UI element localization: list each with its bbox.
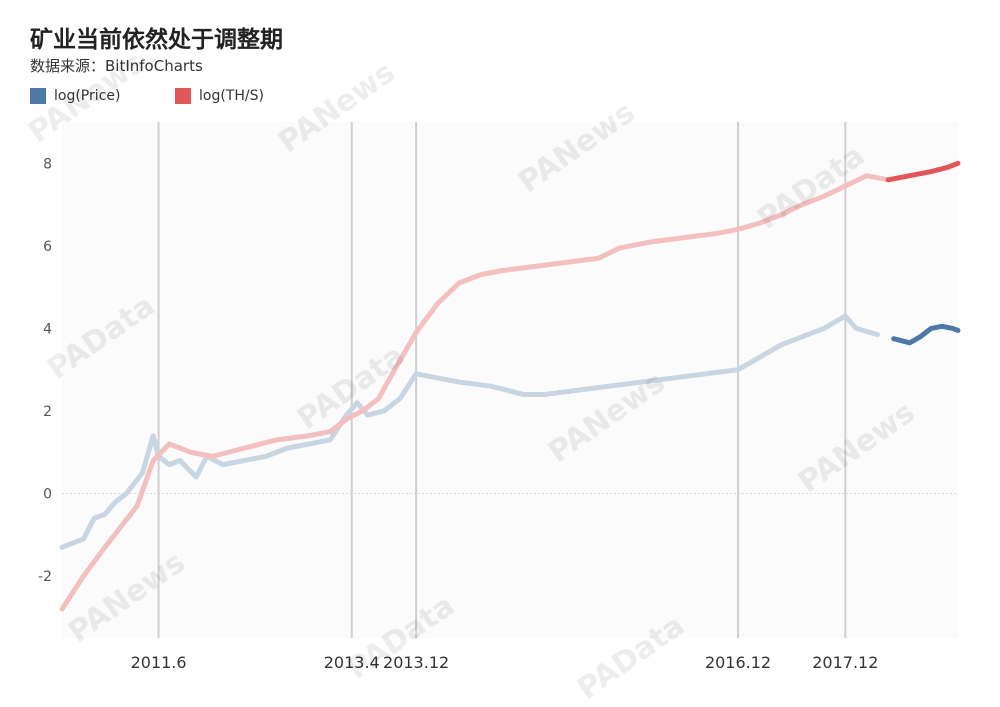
y-tick-label: 8 (43, 156, 52, 172)
y-tick-label: 6 (43, 239, 52, 255)
legend-label-price: log(Price) (54, 88, 121, 104)
x-marker-label: 2017.12 (812, 653, 878, 672)
legend-label-hashrate: log(TH/S) (199, 88, 264, 104)
series-line-hashrate-recent (885, 160, 961, 183)
y-tick-label: 0 (43, 487, 52, 503)
chart-title: 矿业当前依然处于调整期 (30, 27, 283, 53)
x-marker-label: 2016.12 (705, 653, 771, 672)
series-line-hashrate (59, 173, 891, 612)
legend-swatch-price (30, 88, 46, 104)
legend-item-price[interactable]: log(Price) (30, 88, 120, 104)
y-tick-label: -2 (38, 569, 52, 585)
y-tick-label: 4 (43, 321, 52, 337)
plot-area (62, 122, 958, 638)
x-marker-label: 2013.4 (324, 653, 380, 672)
chart-subtitle: 数据来源：BitInfoCharts (30, 57, 203, 75)
y-tick-label: 2 (43, 404, 52, 420)
series-line-price (59, 313, 881, 550)
legend-swatch-hashrate (175, 88, 191, 104)
x-marker-label: 2013.12 (383, 653, 449, 672)
series-line-price-recent (891, 323, 961, 346)
legend-item-hashrate[interactable]: log(TH/S) (175, 88, 264, 104)
x-marker-label: 2011.6 (131, 653, 187, 672)
